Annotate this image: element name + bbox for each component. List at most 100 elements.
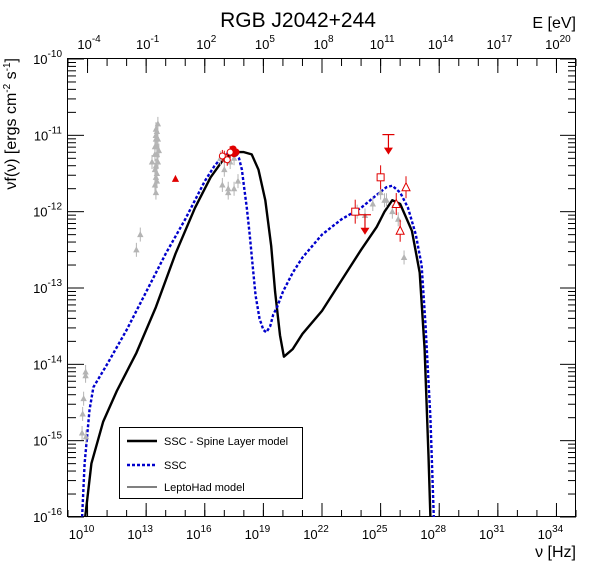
archival-point [400, 253, 408, 260]
top-tick-label: 10-1 [136, 34, 160, 52]
y-tick-label: 10-13 [33, 278, 62, 296]
chart-title: RGB J2042+244 [220, 9, 376, 32]
archival-point [219, 181, 226, 188]
x-tick-label: 1028 [420, 524, 446, 542]
x-tick-label: 1025 [362, 524, 388, 542]
x-tick-label-exp: 31 [494, 524, 506, 535]
archival-point [155, 147, 163, 154]
archival-point [389, 208, 396, 215]
archival-point [234, 177, 242, 184]
top-tick-label-base: 10 [487, 37, 501, 52]
top-tick-label: 102 [196, 34, 216, 52]
y-tick-label: 10-14 [33, 354, 62, 372]
top-tick-label-base: 10 [428, 37, 442, 52]
top-tick-label-exp: 11 [384, 34, 395, 45]
y-tick-label: 10-12 [33, 202, 62, 220]
x-tick-label-exp: 16 [200, 524, 212, 535]
x-tick-label: 1022 [303, 524, 329, 542]
top-tick-label: 1020 [545, 34, 571, 52]
top-tick-label: 1017 [487, 34, 513, 52]
x-tick-label-exp: 22 [318, 524, 330, 535]
x-tick-label-base: 10 [186, 527, 200, 542]
y-tick-label-exp: -10 [48, 49, 63, 60]
y-axis-title-part-c: s [3, 71, 20, 83]
archival-point [78, 429, 86, 436]
legend: SSC - Spine Layer model SSC LeptoHad mod… [119, 427, 303, 499]
upper-limit-arrow [360, 227, 370, 235]
observed-filled-triangle [171, 174, 180, 182]
archival-point [137, 231, 144, 238]
observed-open-square [351, 207, 360, 216]
top-tick-label: 105 [255, 34, 275, 52]
y-tick-label-base: 10 [33, 510, 47, 525]
y-tick-label-exp: -15 [48, 431, 63, 442]
top-tick-label-exp: 14 [442, 34, 454, 45]
y-tick-label-base: 10 [33, 281, 47, 296]
archival-point [381, 196, 388, 203]
archival-point [369, 200, 376, 207]
x-tick-label-exp: 19 [259, 524, 271, 535]
y-tick-label-exp: -12 [48, 202, 63, 213]
observed-open-circle [226, 148, 234, 156]
x-tick-label-base: 10 [303, 527, 317, 542]
upper-limit-arrow [383, 147, 393, 155]
archival-point [377, 189, 384, 196]
legend-label-ssc: SSC [164, 460, 187, 472]
archival-point [230, 185, 238, 192]
top-tick-label-base: 10 [136, 37, 150, 52]
x-tick-label-base: 10 [127, 527, 141, 542]
archival-point [80, 395, 87, 402]
x-tick-label-exp: 25 [376, 524, 388, 535]
top-tick-label-base: 10 [255, 37, 269, 52]
observed-open-circle [223, 156, 231, 164]
top-tick-label: 1014 [428, 34, 454, 52]
y-tick-label-base: 10 [33, 357, 47, 372]
y-axis-title-exp-1: -2 [2, 83, 13, 92]
x-tick-label-base: 10 [362, 527, 376, 542]
y-tick-label-exp: -16 [48, 507, 63, 518]
top-tick-label: 10-4 [77, 34, 101, 52]
x-tick-label: 1031 [479, 524, 505, 542]
top-tick-label-base: 10 [77, 37, 91, 52]
x-tick-label-exp: 10 [83, 524, 95, 535]
ssc-curve [80, 150, 435, 518]
archival-point [225, 189, 232, 196]
x-tick-label: 1013 [127, 524, 153, 542]
observed-open-triangle [395, 225, 405, 235]
x-tick-label-base: 10 [69, 527, 83, 542]
top-tick-label-exp: 5 [269, 34, 275, 45]
y-tick-label-exp: -13 [48, 278, 63, 289]
x-tick-label-exp: 34 [552, 524, 564, 535]
observed-open-circle [218, 152, 226, 160]
top-tick-label-base: 10 [196, 37, 210, 52]
y-axis-title-part-e: ] [3, 58, 20, 62]
top-tick-label-exp: -4 [92, 34, 101, 45]
archival-point [151, 181, 159, 188]
archival-point [153, 170, 161, 176]
archival-point [152, 125, 160, 132]
observed-open-square [376, 173, 385, 182]
y-tick-label: 10-11 [34, 125, 63, 143]
x-tick-label-base: 10 [420, 527, 434, 542]
x-tick-label-base: 10 [479, 527, 493, 542]
top-tick-label-exp: 20 [560, 34, 572, 45]
y-tick-label: 10-16 [33, 507, 62, 525]
y-tick-label-exp: -11 [48, 125, 62, 136]
y-axis-title: νf(ν) [ergs cm-2 s-1] [2, 58, 20, 190]
x-tick-label-exp: 13 [142, 524, 154, 535]
observed-open-triangle [401, 181, 411, 192]
axis-ticks: 1010 1013 1016 1019 1022 1025 1028 1031 103410-4… [33, 34, 577, 542]
x-tick-label: 1034 [538, 524, 564, 542]
archival-point [79, 410, 86, 417]
x-tick-label-base: 10 [538, 527, 552, 542]
y-axis-title-exp-2: -1 [2, 62, 13, 71]
top-tick-label-exp: -1 [150, 34, 159, 45]
observed-open-triangle [391, 198, 402, 209]
archival-point [151, 150, 159, 157]
y-tick-label-base: 10 [33, 434, 47, 449]
y-tick-label: 10-15 [33, 431, 62, 449]
top-tick-label-base: 10 [370, 37, 384, 52]
x-tick-label: 1010 [69, 524, 95, 542]
archival-point [133, 246, 140, 253]
x-tick-label: 1016 [186, 524, 212, 542]
